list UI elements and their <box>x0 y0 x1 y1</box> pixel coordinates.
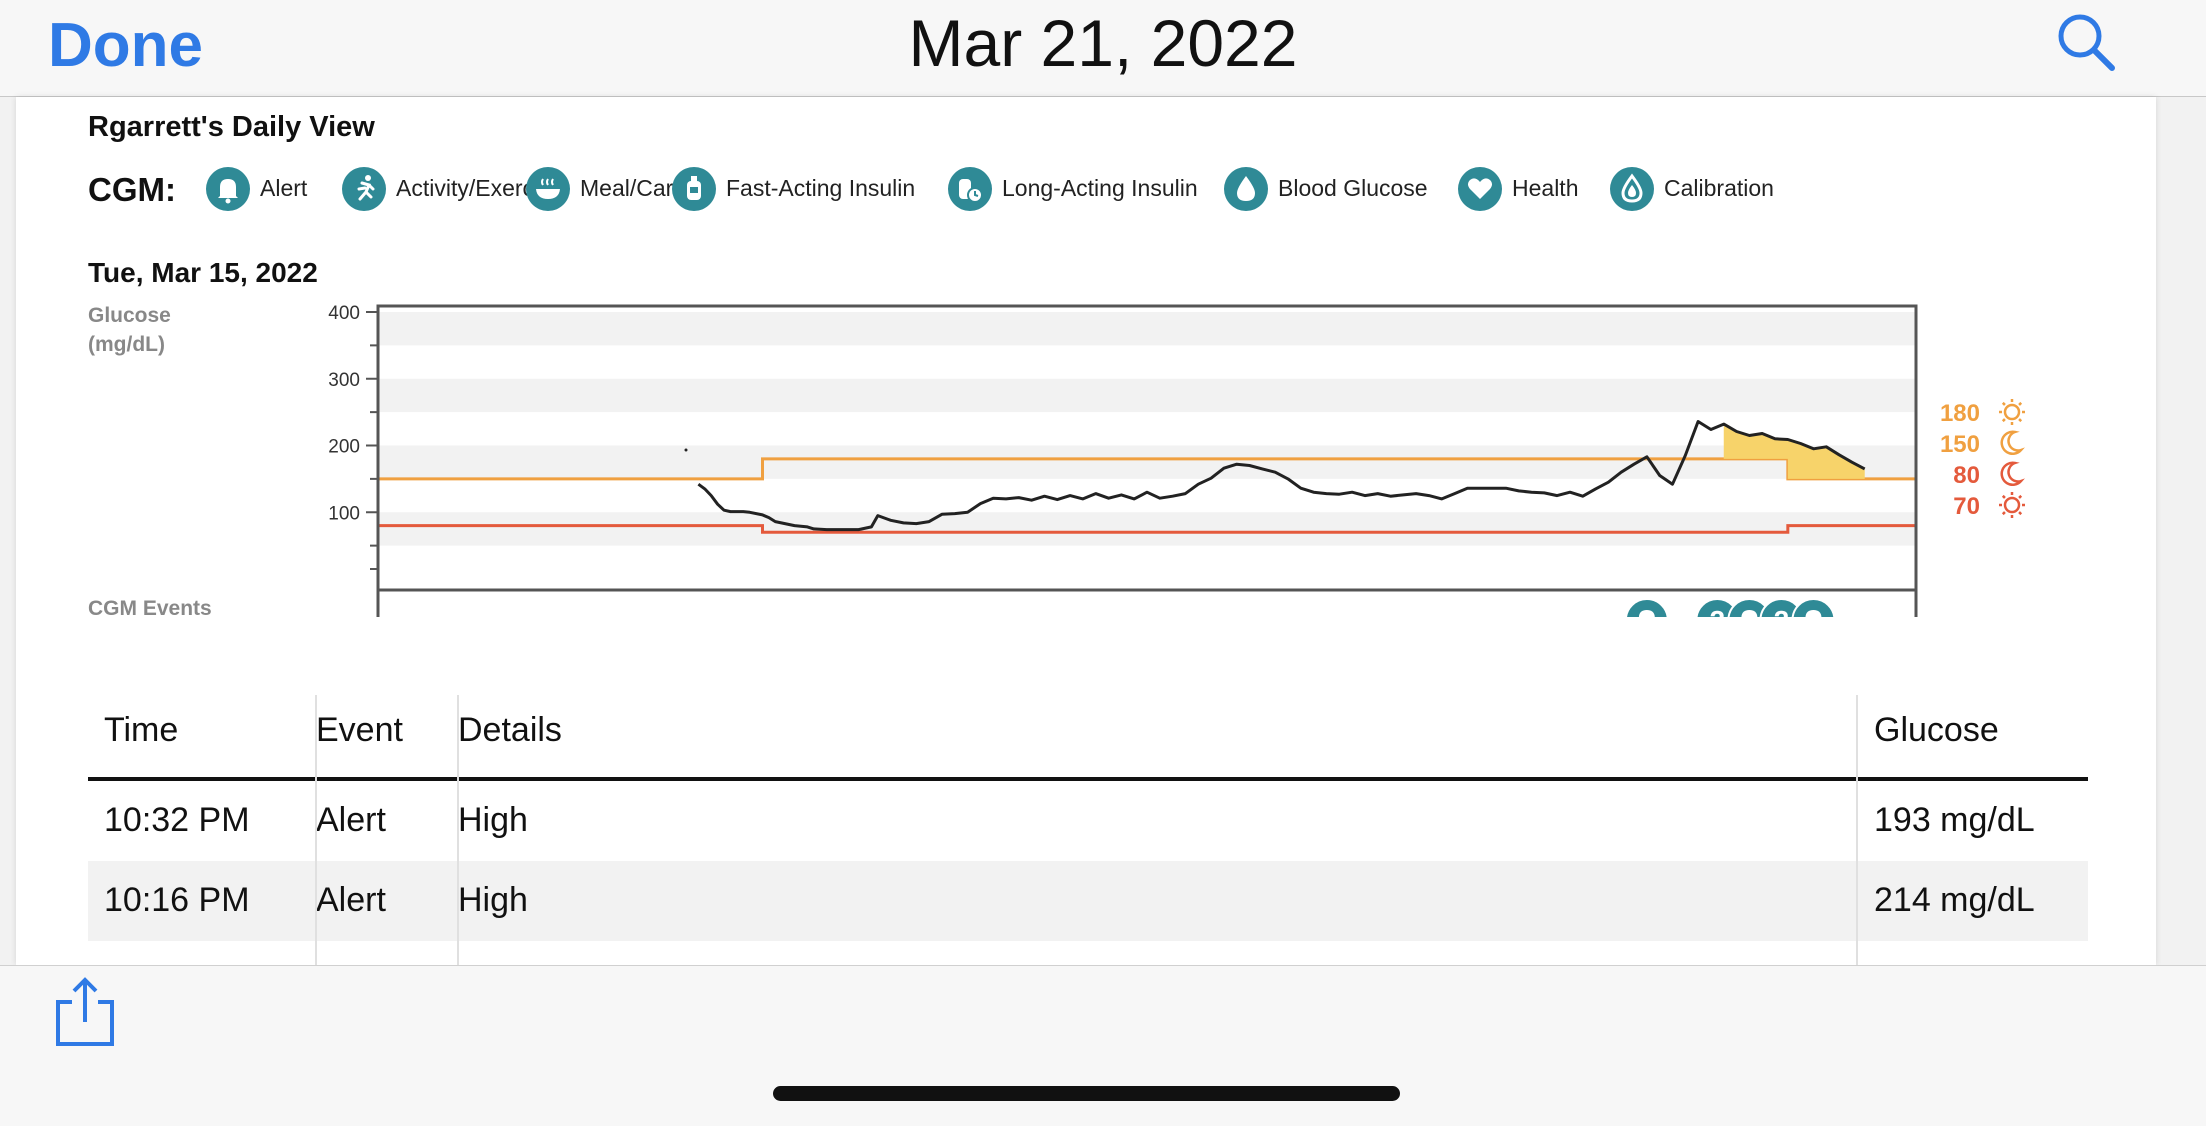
plot-band <box>378 445 1916 479</box>
column-divider <box>1856 695 1858 965</box>
threshold-labels: 180 150 80 70 <box>1940 399 2025 520</box>
event-alert-marker[interactable] <box>1625 598 1669 617</box>
done-button[interactable]: Done <box>48 6 203 86</box>
legend-label: CGM: <box>88 171 176 208</box>
svg-text:150: 150 <box>1940 431 1980 458</box>
glucose-series-line <box>697 420 1866 532</box>
share-icon[interactable] <box>50 972 120 1052</box>
day-date: Tue, Mar 15, 2022 <box>88 257 318 288</box>
y-axis-label-line-1: Glucose <box>88 304 171 327</box>
page-title: Mar 21, 2022 <box>908 6 1298 80</box>
legend-label-blood-glucose: Blood Glucose <box>1278 175 1428 201</box>
plot-band <box>378 512 1916 546</box>
events-markers: 22 <box>1625 598 1836 617</box>
col-header-time[interactable]: Time <box>104 711 179 749</box>
legend-label-health: Health <box>1512 175 1579 201</box>
cell-time: 10:16 PM <box>104 881 250 919</box>
threshold-label-80: 80 <box>1953 461 2025 489</box>
col-header-event[interactable]: Event <box>316 711 403 749</box>
col-header-glucose[interactable]: Glucose <box>1874 711 1999 749</box>
col-header-details[interactable]: Details <box>458 711 562 749</box>
table-row[interactable]: 10:16 PM Alert High 214 mg/dL <box>88 861 2088 941</box>
cell-details: High <box>458 801 528 839</box>
y-axis-label-line-2: (mg/dL) <box>88 333 165 356</box>
event-count: 2 <box>1710 605 1726 617</box>
plot-frame <box>376 304 1918 617</box>
y-tick-label: 400 <box>328 303 360 324</box>
table-header-row: Time Event Details Glucose <box>88 695 2088 781</box>
above-target-fill <box>1723 424 1865 479</box>
target-low-line <box>378 524 1916 534</box>
insulin-clock-icon <box>948 167 992 211</box>
bell-icon <box>1741 610 1758 617</box>
blood-drop-icon <box>1224 167 1268 211</box>
threshold-label-70: 70 <box>1953 492 2025 520</box>
events-band <box>376 588 1918 617</box>
heart-icon <box>1458 167 1502 211</box>
cell-event: Alert <box>316 801 386 839</box>
column-divider <box>457 695 459 965</box>
legend-label-alert: Alert <box>260 175 308 201</box>
bell-icon <box>206 167 250 211</box>
plot-band <box>378 312 1916 346</box>
cell-glucose: 214 mg/dL <box>1874 881 2035 919</box>
y-tick-label: 200 <box>328 437 360 458</box>
glucose-isolated-point <box>684 448 688 452</box>
cell-glucose: 193 mg/dL <box>1874 801 2035 839</box>
plot-bands <box>378 312 1916 546</box>
cell-event: Alert <box>316 881 386 919</box>
bell-icon <box>1805 610 1822 617</box>
event-alert-marker[interactable] <box>1791 598 1836 617</box>
svg-text:80: 80 <box>1953 462 1980 489</box>
threshold-label-150: 150 <box>1940 430 2025 458</box>
report-title: Rgarrett's Daily View <box>88 111 375 143</box>
column-divider <box>315 695 317 965</box>
legend-label-calibration: Calibration <box>1664 175 1774 201</box>
svg-text:180: 180 <box>1940 400 1980 427</box>
sun-icon <box>1999 399 2025 425</box>
bottom-toolbar <box>0 965 2206 1126</box>
y-axis: 100 200 300 400 <box>328 303 379 590</box>
threshold-label-180: 180 <box>1940 399 2025 427</box>
event-count-marker[interactable]: 2 <box>1695 598 1740 617</box>
table-row[interactable]: 10:32 PM Alert High 193 mg/dL <box>88 781 2088 861</box>
events-label: CGM Events <box>88 597 212 617</box>
running-icon <box>342 167 386 211</box>
search-icon[interactable] <box>2054 10 2118 74</box>
legend-label-fast-insulin: Fast-Acting Insulin <box>726 175 916 201</box>
bell-icon <box>1638 610 1655 617</box>
moon-icon <box>2000 430 2025 455</box>
navigation-bar: Done Mar 21, 2022 <box>0 0 2206 97</box>
svg-text:70: 70 <box>1953 493 1980 520</box>
home-indicator <box>773 1086 1400 1101</box>
y-tick-label: 300 <box>328 370 360 391</box>
report-sheet: Rgarrett's Daily View CGM: Alert Activit… <box>16 97 2156 965</box>
plot-band <box>378 378 1916 413</box>
y-tick-label: 100 <box>328 503 360 524</box>
legend-label-long-insulin: Long-Acting Insulin <box>1002 175 1198 201</box>
event-count: 2 <box>1774 605 1790 617</box>
cell-time: 10:32 PM <box>104 801 250 839</box>
cell-details: High <box>458 881 528 919</box>
calibration-drop-icon <box>1610 167 1654 211</box>
meal-bowl-icon <box>526 167 570 211</box>
sun-icon <box>1999 492 2025 518</box>
insulin-pen-icon <box>672 167 716 211</box>
event-alert-marker[interactable] <box>1727 598 1772 617</box>
moon-icon <box>2000 461 2025 486</box>
event-count-marker[interactable]: 2 <box>1759 598 1804 617</box>
